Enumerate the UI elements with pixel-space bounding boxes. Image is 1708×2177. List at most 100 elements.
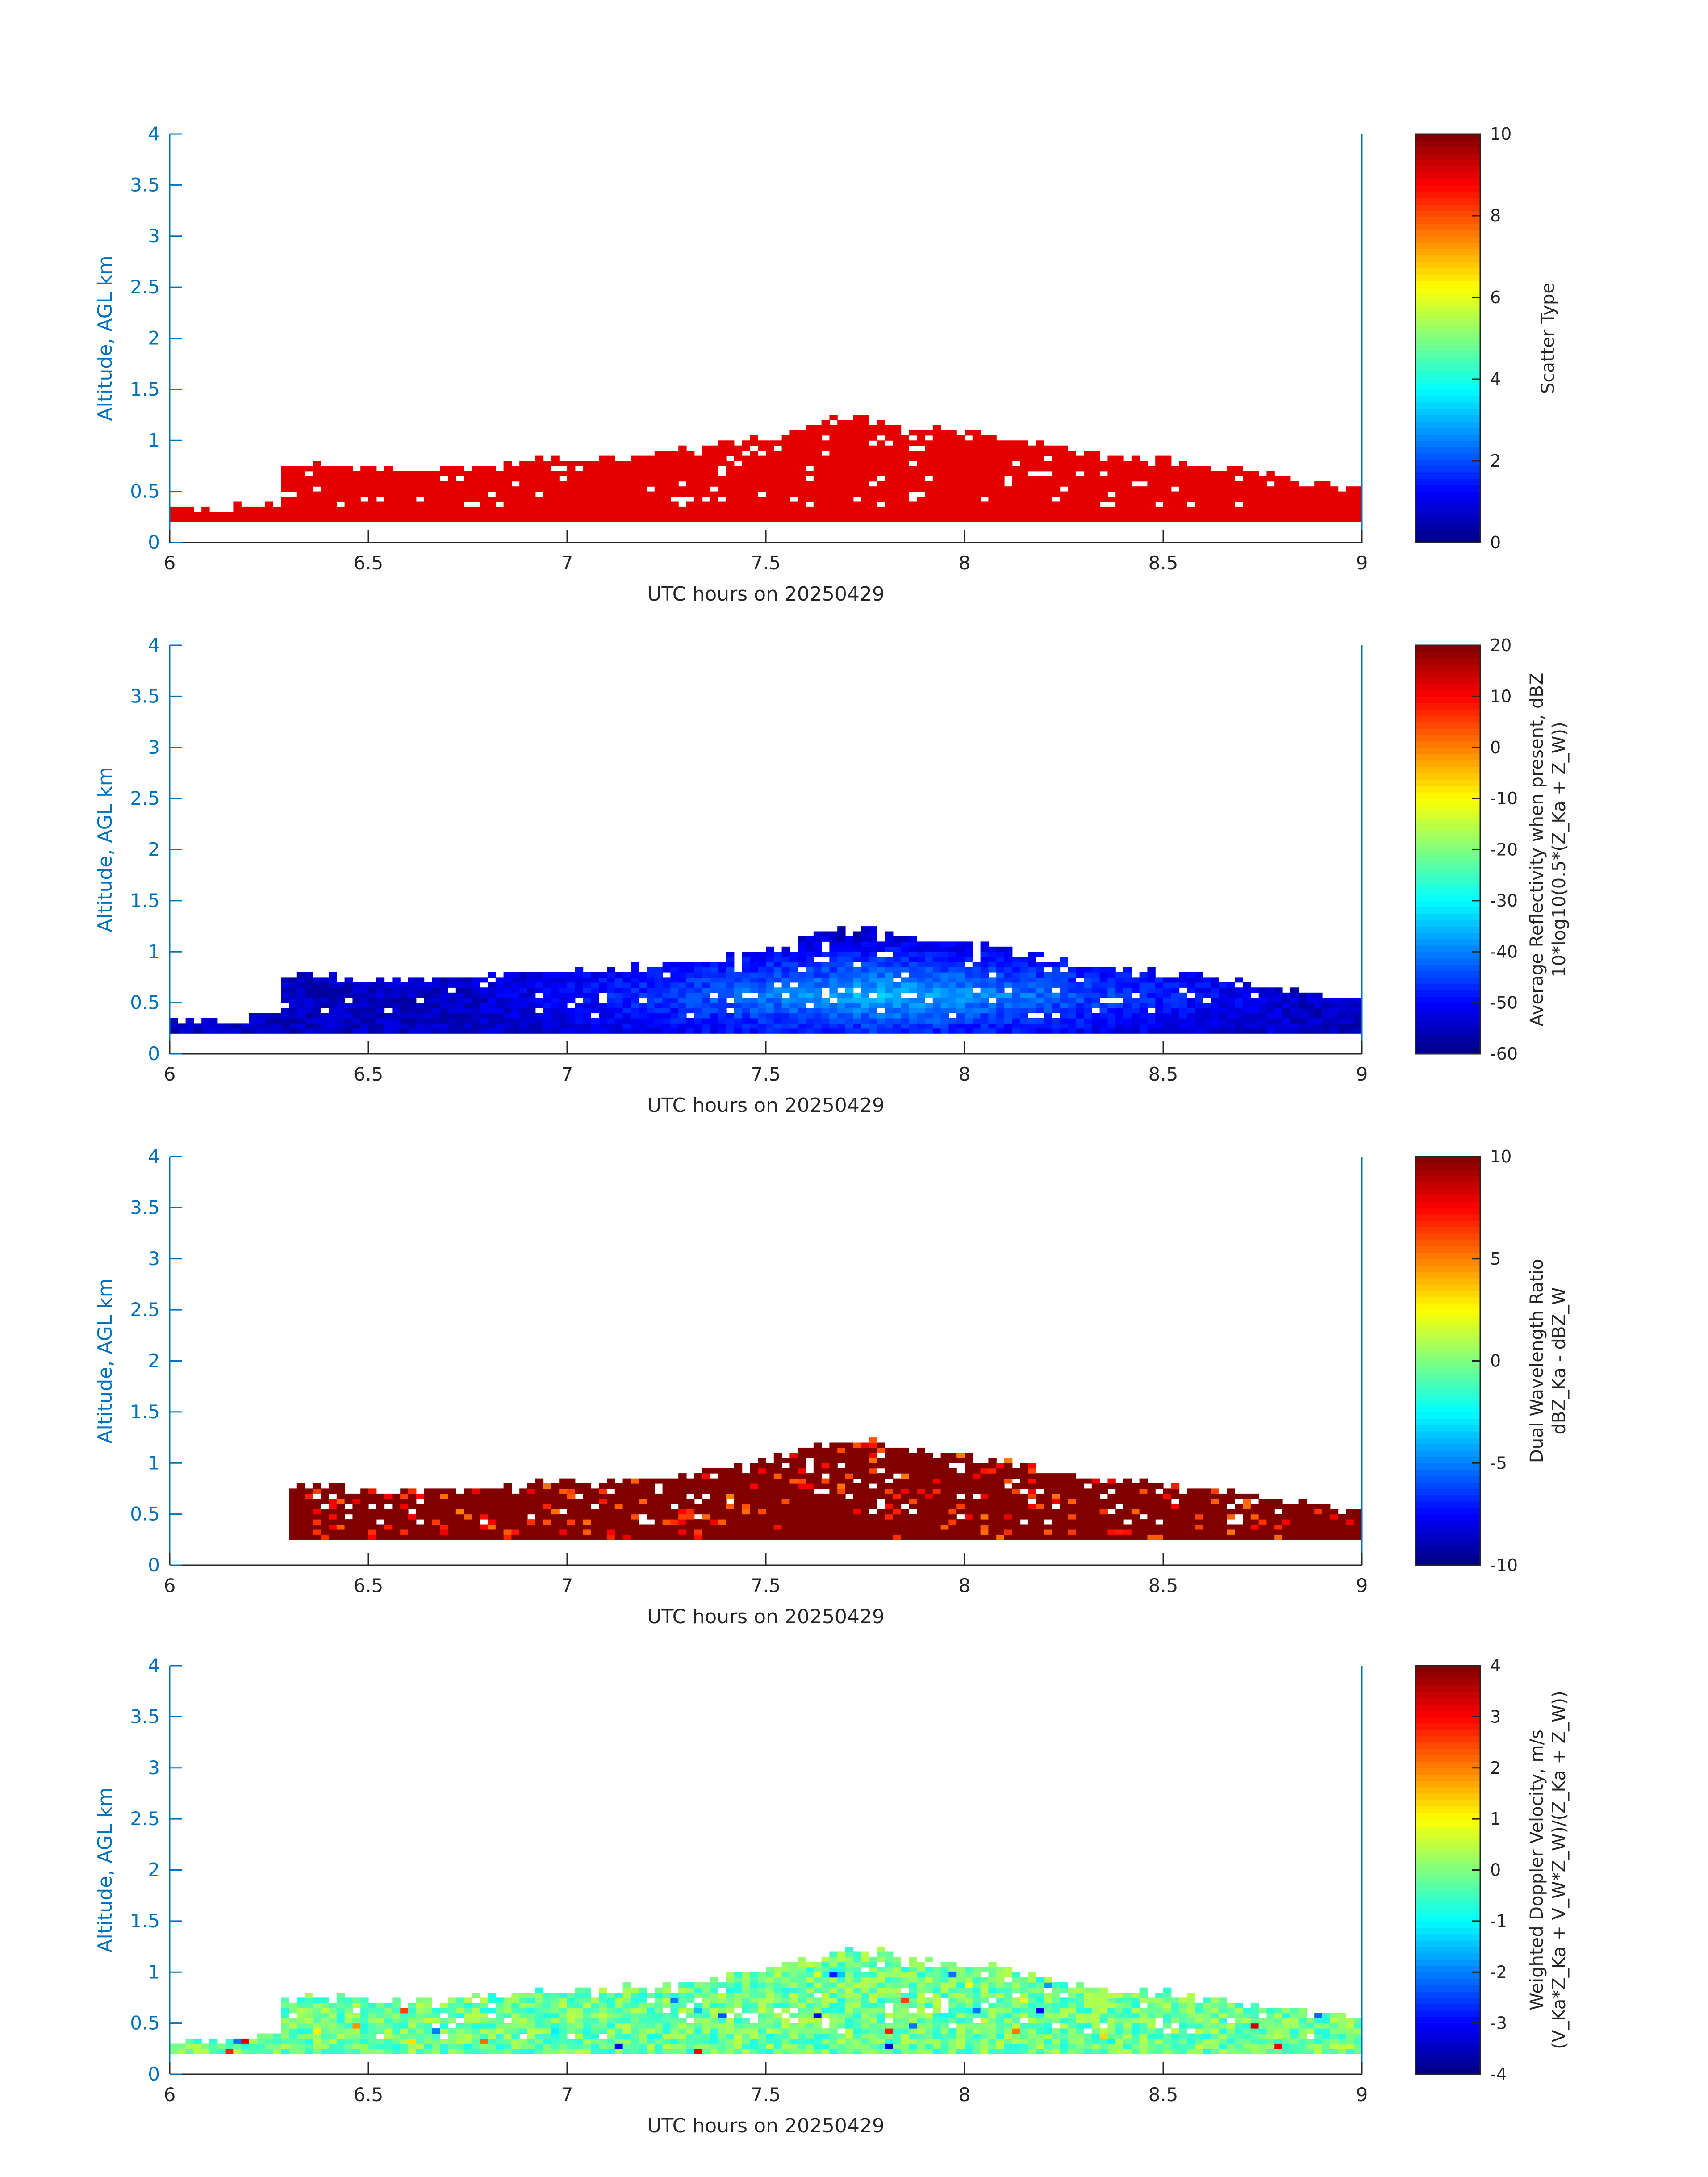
data-cell xyxy=(1274,501,1283,507)
data-cell xyxy=(845,1008,854,1014)
data-cell xyxy=(472,497,480,502)
data-cell xyxy=(543,1028,551,1034)
data-cell xyxy=(678,1529,687,1535)
data-cell xyxy=(901,1453,909,1458)
data-cell xyxy=(917,1003,925,1008)
data-cell xyxy=(893,512,902,518)
data-cell xyxy=(1060,501,1068,507)
data-cell xyxy=(781,1013,790,1019)
data-cell xyxy=(940,466,949,472)
data-cell xyxy=(853,967,862,973)
data-cell xyxy=(869,1488,877,1494)
data-cell xyxy=(583,982,591,988)
data-cell xyxy=(1036,1534,1044,1540)
data-cell xyxy=(1099,476,1108,482)
data-cell xyxy=(591,1514,599,1520)
data-cell xyxy=(360,476,369,482)
data-cell xyxy=(837,512,846,518)
data-cell xyxy=(472,1504,480,1509)
data-cell xyxy=(821,1514,830,1520)
data-cell xyxy=(575,977,584,983)
data-cell xyxy=(829,435,838,441)
data-cell xyxy=(543,1023,551,1029)
data-cell xyxy=(806,987,814,993)
data-cell xyxy=(806,1447,814,1453)
data-cell xyxy=(400,1023,409,1029)
data-cell xyxy=(1028,476,1036,482)
data-cell xyxy=(750,1473,758,1479)
data-cell xyxy=(329,1514,337,1520)
data-cell xyxy=(980,987,989,993)
data-cell xyxy=(750,957,758,962)
data-cell xyxy=(1036,481,1044,487)
data-cell xyxy=(591,476,599,482)
data-cell xyxy=(408,1013,417,1019)
data-cell xyxy=(1147,1023,1156,1029)
data-cell xyxy=(972,1483,981,1489)
data-cell xyxy=(750,501,758,507)
data-cell xyxy=(1203,992,1211,998)
data-cell xyxy=(527,977,536,983)
data-cell xyxy=(1052,517,1061,522)
data-cell xyxy=(583,1504,591,1509)
data-cell xyxy=(726,451,735,456)
data-cell xyxy=(376,977,385,983)
data-cell xyxy=(829,1499,838,1504)
data-cell xyxy=(789,517,798,522)
data-cell xyxy=(1052,1534,1061,1540)
data-cell xyxy=(781,982,790,988)
data-cell xyxy=(1179,506,1187,512)
data-cell xyxy=(1020,481,1028,487)
data-cell xyxy=(821,1519,830,1525)
data-cell xyxy=(726,1514,735,1520)
data-cell xyxy=(773,1493,782,1499)
data-cell xyxy=(726,1488,735,1494)
data-cell xyxy=(1346,1018,1354,1024)
data-cell xyxy=(336,1023,345,1029)
data-cell xyxy=(622,1504,631,1509)
data-cell xyxy=(766,977,774,983)
data-cell xyxy=(1298,1008,1307,1014)
data-cell xyxy=(742,1534,750,1540)
data-cell xyxy=(209,517,218,522)
data-cell xyxy=(1123,517,1132,522)
data-cell xyxy=(956,1483,965,1489)
data-cell xyxy=(1091,992,1100,998)
data-cell xyxy=(1187,998,1195,1003)
colorbar-swatch xyxy=(1416,811,1480,818)
data-cell xyxy=(344,1013,353,1019)
data-cell xyxy=(1068,517,1076,522)
data-cell xyxy=(766,962,774,968)
data-cell xyxy=(718,1023,727,1029)
data-cell xyxy=(614,466,623,472)
data-cell xyxy=(1322,1003,1331,1008)
data-cell xyxy=(1068,987,1076,993)
data-cell xyxy=(472,506,480,512)
data-cell xyxy=(750,987,758,993)
data-cell xyxy=(1322,998,1331,1003)
data-cell xyxy=(599,1023,607,1029)
data-cell xyxy=(917,987,925,993)
data-cell xyxy=(845,1529,854,1535)
data-cell xyxy=(472,1003,480,1008)
data-cell xyxy=(988,440,997,446)
data-cell xyxy=(591,998,599,1003)
data-cell xyxy=(853,1018,862,1024)
data-cell xyxy=(321,517,329,522)
data-cell xyxy=(861,962,869,968)
data-cell xyxy=(1052,476,1061,482)
data-cell xyxy=(853,476,862,482)
data-cell xyxy=(710,501,718,507)
data-cell xyxy=(726,1509,735,1515)
data-cell xyxy=(718,501,727,507)
data-cell xyxy=(1028,1524,1036,1530)
data-cell xyxy=(567,461,576,466)
data-cell xyxy=(432,476,440,482)
data-cell xyxy=(368,1023,377,1029)
data-cell xyxy=(495,481,504,487)
data-cell xyxy=(734,1468,743,1474)
data-cell xyxy=(352,506,361,512)
data-cell xyxy=(1012,471,1021,476)
data-cell xyxy=(837,962,846,968)
data-cell xyxy=(917,957,925,962)
